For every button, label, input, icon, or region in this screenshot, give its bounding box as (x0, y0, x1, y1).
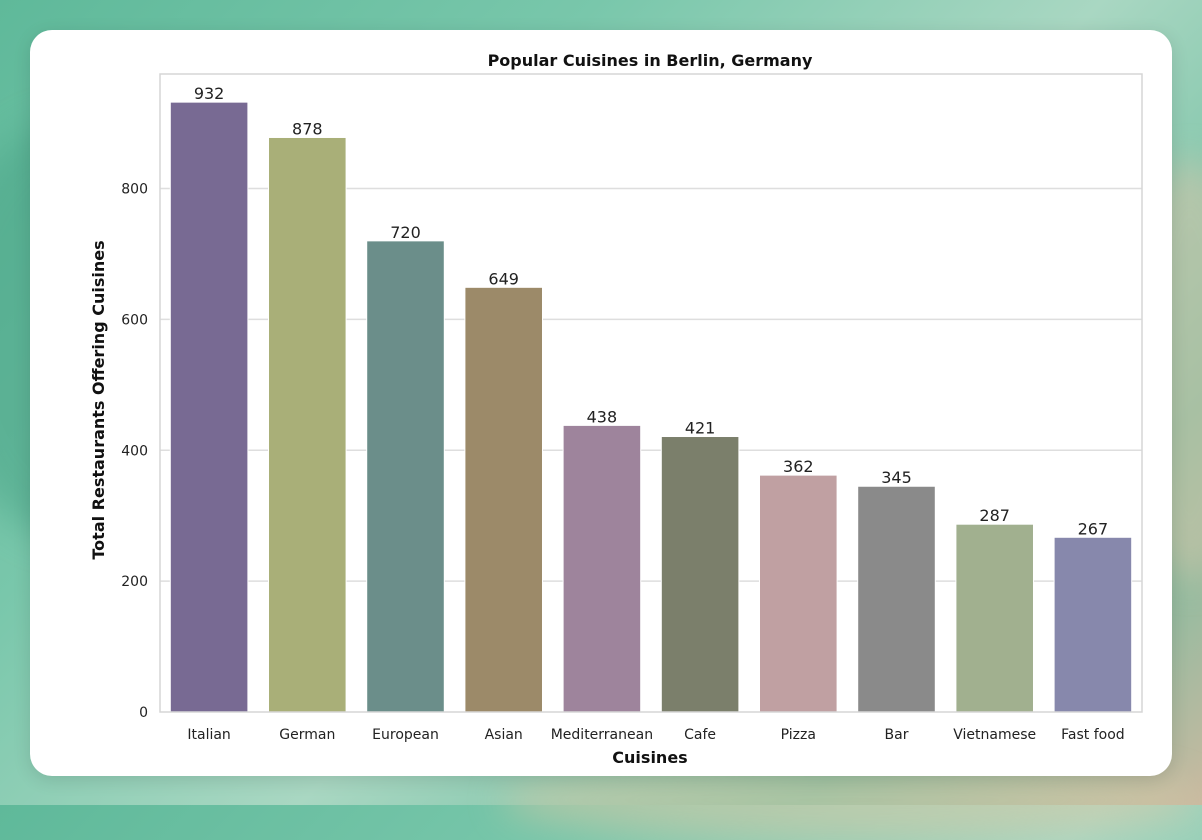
y-tick-label: 600 (121, 312, 148, 328)
chart-title: Popular Cuisines in Berlin, Germany (488, 51, 813, 70)
x-tick-label: Pizza (781, 727, 816, 743)
bar-fast-food (1053, 536, 1133, 713)
chart-card: Popular Cuisines in Berlin, Germany 932 8… (30, 30, 1172, 776)
x-tick-label: Asian (485, 727, 523, 743)
y-axis-label: Total Restaurants Offering Cuisines (89, 240, 108, 559)
bar-value-label: 362 (783, 457, 814, 476)
bar-bar (857, 485, 936, 713)
bar-pizza (759, 474, 838, 713)
bar-italian (169, 101, 249, 713)
x-tick-label: European (372, 727, 439, 743)
x-tick-label: Cafe (684, 727, 716, 743)
bar-asian (464, 286, 543, 713)
bar-value-label: 649 (488, 269, 519, 288)
x-tick-label: Mediterranean (551, 727, 653, 743)
y-axis-ticks: 0 200 400 600 800 (121, 182, 148, 721)
bar-value-label: 421 (685, 419, 716, 438)
bar-german (268, 136, 347, 713)
y-tick-label: 200 (121, 574, 148, 590)
bar-value-label: 345 (881, 468, 912, 487)
bar-value-label: 932 (194, 84, 225, 103)
x-tick-label: Fast food (1061, 727, 1125, 743)
x-tick-label: Bar (885, 727, 909, 743)
x-tick-label: Italian (187, 727, 230, 743)
x-axis-ticks: Italian German European Asian Mediterranean C… (187, 727, 1124, 743)
y-tick-label: 400 (121, 443, 148, 459)
x-axis-label: Cuisines (612, 748, 687, 767)
y-tick-label: 0 (139, 705, 148, 721)
bar-value-label: 720 (390, 223, 421, 242)
bar-european (366, 240, 445, 713)
bar-value-label: 438 (587, 407, 618, 426)
bar-chart: Popular Cuisines in Berlin, Germany 932 8… (89, 51, 1143, 767)
bar-value-label: 287 (979, 506, 1010, 525)
bar-value-label: 878 (292, 119, 323, 138)
y-tick-label: 800 (121, 182, 148, 198)
plot-frame (159, 73, 1143, 713)
x-tick-label: German (279, 727, 335, 743)
bar-mediterranean (562, 424, 642, 713)
bar-vietnamese (955, 523, 1034, 713)
bar-cafe (660, 436, 740, 713)
x-tick-label: Vietnamese (953, 727, 1036, 743)
data-labels: 932 878 720 649 438 421 362 345 287 267 (194, 84, 1108, 538)
bars (169, 101, 1133, 713)
bar-value-label: 267 (1078, 519, 1109, 538)
